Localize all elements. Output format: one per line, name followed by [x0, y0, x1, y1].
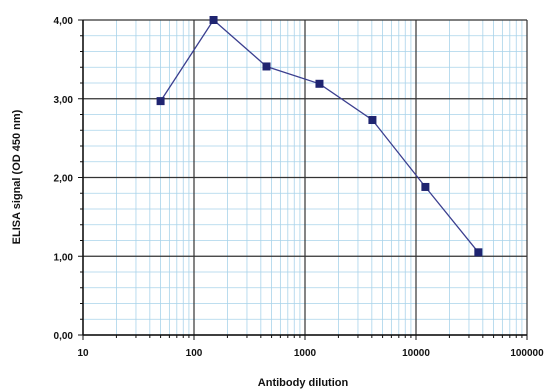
data-point [474, 248, 483, 257]
data-point [315, 79, 324, 88]
x-tick-label: 100 [186, 348, 203, 359]
x-tick-label: 1000 [294, 348, 317, 359]
y-tick-label: 2,00 [54, 174, 74, 185]
series [156, 16, 483, 257]
grid [82, 19, 528, 336]
data-point [262, 62, 271, 71]
x-tick-label: 100000 [510, 348, 544, 359]
data-point [421, 182, 430, 191]
data-point [368, 116, 377, 125]
y-tick-label: 4,00 [54, 16, 74, 27]
tick-labels: 10 100 1000 10000 100000 0,00 1,00 2,00 3,00 4,00 [54, 16, 545, 359]
x-tick-label: 10000 [402, 348, 430, 359]
x-tick-label: 10 [77, 348, 89, 359]
data-point [156, 97, 165, 106]
data-point [209, 16, 218, 24]
y-axis-title: ELISA signal (OD 450 nm) [11, 109, 23, 244]
y-tick-label: 1,00 [54, 252, 74, 263]
y-tick-label: 0,00 [54, 331, 74, 342]
x-axis-title: Antibody dilution [258, 377, 349, 389]
y-tick-label: 3,00 [54, 95, 74, 106]
axes [78, 19, 528, 340]
